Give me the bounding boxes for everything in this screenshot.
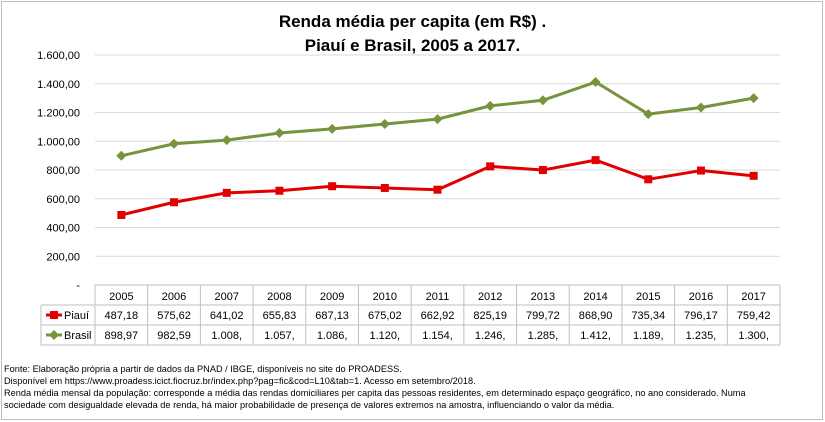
- data-point-piauí: [696, 166, 705, 175]
- data-label-piauí: 662,92: [421, 310, 455, 322]
- data-point-brasil: [327, 123, 338, 134]
- footnote-definition-2: sociedade com desigualdade elevada de re…: [4, 400, 615, 410]
- data-label-piauí: 575,62: [157, 310, 191, 322]
- data-label-brasil: 1.154,: [422, 330, 453, 342]
- data-point-brasil: [221, 135, 232, 146]
- data-point-brasil: [537, 95, 548, 106]
- data-label-piauí: 735,34: [631, 310, 665, 322]
- data-label-piauí: 655,83: [263, 310, 297, 322]
- x-tick-label: 2014: [583, 291, 607, 303]
- data-label-piauí: 759,42: [737, 310, 771, 322]
- data-label-piauí: 687,13: [315, 310, 349, 322]
- chart-title: Renda média per capita (em R$) .: [278, 12, 547, 31]
- data-point-piauí: [222, 188, 231, 197]
- x-tick-label: 2008: [267, 291, 291, 303]
- y-tick-label: 1.200,00: [37, 108, 80, 120]
- legend-key-piauí: [46, 311, 62, 319]
- x-tick-label: 2005: [109, 291, 133, 303]
- x-tick-label: 2016: [689, 291, 713, 303]
- y-axis-tick-labels: - 200,00 400,00 600,00 800,00 1.000,00 1.200,0…: [37, 50, 80, 292]
- data-point-piauí: [328, 182, 337, 191]
- data-table: 2005 2006 2007 2008 2009 2010 2011 2012 2013 2014…: [40, 284, 781, 346]
- data-point-brasil: [748, 93, 759, 104]
- data-label-brasil: 1.246,: [475, 330, 506, 342]
- data-point-piauí: [380, 183, 389, 192]
- data-point-brasil: [169, 138, 180, 149]
- y-tick-label: 200,00: [46, 251, 80, 263]
- legend-key-brasil: [46, 330, 62, 340]
- footnote-link: Disponível em https://www.proadess.icict…: [4, 376, 476, 386]
- y-tick-label: -: [76, 280, 80, 292]
- data-label-brasil: 1.300,: [738, 330, 769, 342]
- x-tick-label: 2013: [531, 291, 555, 303]
- data-point-piauí: [117, 210, 126, 219]
- x-tick-label: 2007: [214, 291, 238, 303]
- data-label-brasil: 898,97: [105, 330, 139, 342]
- data-point-piauí: [538, 166, 547, 175]
- y-tick-label: 1.400,00: [37, 79, 80, 91]
- data-label-piauí: 825,19: [473, 310, 507, 322]
- line-chart: - 200,00 400,00 600,00 800,00 1.000,00 1.200,0…: [37, 50, 781, 346]
- gridlines: [95, 54, 780, 257]
- x-tick-label: 2012: [478, 291, 502, 303]
- x-tick-label: 2010: [373, 291, 397, 303]
- y-tick-label: 1.000,00: [37, 136, 80, 148]
- data-label-piauí: 799,72: [526, 310, 560, 322]
- data-point-brasil: [379, 119, 390, 129]
- data-label-piauí: 641,02: [210, 310, 244, 322]
- data-label-brasil: 982,59: [157, 330, 191, 342]
- series-markers: [116, 77, 759, 219]
- data-point-piauí: [591, 156, 600, 165]
- y-tick-label: 600,00: [46, 194, 80, 206]
- data-label-brasil: 1.086,: [317, 330, 348, 342]
- legend-label-brasil: Brasil: [64, 330, 92, 342]
- y-tick-label: 1.600,00: [37, 50, 80, 62]
- data-point-brasil: [116, 150, 127, 161]
- x-tick-label: 2006: [162, 291, 186, 303]
- data-point-piauí: [275, 186, 284, 195]
- y-tick-label: 800,00: [46, 165, 80, 177]
- footnotes: Fonte: Elaboração própria a partir de da…: [4, 363, 819, 411]
- data-point-piauí: [486, 162, 495, 171]
- x-tick-label: 2015: [636, 291, 660, 303]
- y-tick-label: 400,00: [46, 223, 80, 235]
- data-label-piauí: 796,17: [684, 310, 718, 322]
- data-label-brasil: 1.285,: [528, 330, 559, 342]
- data-point-brasil: [590, 77, 601, 88]
- footnote-definition-1: Renda média mensal da população: corresp…: [4, 388, 746, 398]
- data-label-brasil: 1.412,: [580, 330, 611, 342]
- data-point-brasil: [695, 102, 706, 113]
- data-point-brasil: [643, 109, 654, 120]
- data-label-brasil: 1.189,: [633, 330, 664, 342]
- series-lines: [120, 80, 754, 217]
- data-label-piauí: 868,90: [579, 310, 613, 322]
- footnote-source: Fonte: Elaboração própria a partir de da…: [4, 364, 402, 374]
- x-tick-label: 2011: [426, 291, 450, 303]
- data-label-brasil: 1.057,: [264, 330, 295, 342]
- legend-label-piauí: Piauí: [64, 310, 89, 322]
- x-tick-label: 2017: [741, 291, 765, 303]
- data-point-brasil: [274, 128, 285, 139]
- data-label-brasil: 1.235,: [686, 330, 717, 342]
- x-tick-label: 2009: [320, 291, 344, 303]
- data-point-brasil: [432, 114, 443, 125]
- data-point-piauí: [749, 171, 758, 180]
- data-label-piauí: 675,02: [368, 310, 402, 322]
- data-point-brasil: [485, 100, 496, 111]
- chart-subtitle: Piauí e Brasil, 2005 a 2017.: [304, 36, 521, 55]
- data-label-brasil: 1.008,: [211, 330, 242, 342]
- data-label-brasil: 1.120,: [370, 330, 401, 342]
- data-point-piauí: [170, 198, 179, 207]
- data-label-piauí: 487,18: [105, 310, 139, 322]
- data-point-piauí: [644, 175, 653, 184]
- data-point-piauí: [433, 185, 442, 194]
